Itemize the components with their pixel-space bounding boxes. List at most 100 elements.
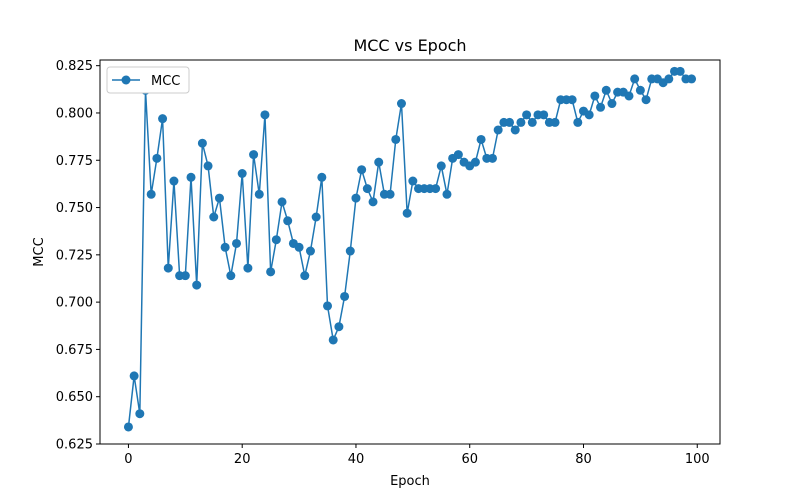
- data-point: [209, 212, 219, 222]
- data-point: [135, 409, 145, 419]
- data-point: [675, 66, 685, 76]
- data-point: [169, 176, 179, 186]
- data-point: [243, 263, 253, 273]
- data-point: [431, 184, 441, 194]
- data-point: [641, 95, 651, 105]
- y-tick-label: 0.650: [56, 390, 93, 405]
- y-tick-label: 0.700: [56, 296, 93, 311]
- data-point: [573, 117, 583, 127]
- legend-label: MCC: [151, 74, 180, 89]
- data-point: [527, 117, 537, 127]
- data-point: [254, 189, 264, 199]
- legend: MCC: [106, 66, 190, 94]
- data-point: [453, 150, 463, 160]
- data-point: [249, 150, 259, 160]
- data-point: [476, 134, 486, 144]
- data-point: [323, 301, 333, 311]
- data-point: [237, 169, 247, 178]
- data-point: [283, 216, 293, 226]
- data-point: [664, 74, 674, 84]
- data-point: [146, 189, 156, 199]
- data-point: [402, 208, 412, 218]
- data-point: [567, 95, 577, 105]
- data-point: [590, 91, 600, 101]
- data-point: [232, 238, 242, 248]
- x-tick-label: 60: [461, 452, 478, 467]
- data-point: [351, 193, 361, 203]
- data-point: [152, 153, 162, 163]
- data-point: [294, 242, 304, 252]
- legend-box: [106, 66, 190, 94]
- data-point: [220, 242, 230, 252]
- data-point: [271, 235, 281, 245]
- data-point: [345, 246, 355, 256]
- data-point: [396, 99, 406, 109]
- y-tick-label: 0.625: [56, 438, 93, 453]
- data-point: [510, 125, 520, 135]
- y-tick-label: 0.675: [56, 343, 93, 358]
- data-point: [607, 99, 617, 109]
- data-point: [197, 138, 207, 148]
- data-point: [596, 102, 606, 112]
- y-tick-label: 0.775: [56, 154, 93, 169]
- x-tick-label: 100: [685, 452, 710, 467]
- data-point: [357, 165, 367, 175]
- data-point: [584, 110, 594, 120]
- data-point: [305, 246, 315, 256]
- data-point: [436, 161, 446, 171]
- data-point: [266, 267, 276, 277]
- legend-marker: [121, 75, 131, 85]
- y-tick-label: 0.800: [56, 106, 93, 121]
- data-point: [192, 280, 202, 290]
- data-point: [203, 161, 213, 171]
- x-axis-label: Epoch: [390, 474, 430, 489]
- x-tick-label: 80: [575, 452, 592, 467]
- data-point: [391, 134, 401, 144]
- y-tick-label: 0.725: [56, 248, 93, 263]
- data-point: [362, 184, 372, 194]
- data-point: [470, 157, 480, 167]
- data-point: [311, 212, 321, 222]
- data-point: [687, 74, 697, 84]
- data-point: [408, 176, 418, 186]
- data-point: [317, 172, 327, 182]
- data-point: [123, 422, 133, 432]
- series-line-mcc: [127, 70, 692, 428]
- data-point: [539, 110, 549, 120]
- data-point: [493, 125, 503, 135]
- data-point: [180, 271, 190, 281]
- x-tick-label: 20: [234, 452, 251, 467]
- plot-frame: [99, 59, 721, 445]
- data-point: [328, 335, 338, 345]
- data-point: [163, 263, 173, 273]
- data-point: [550, 117, 560, 127]
- axis-ticks: 0 20 40 60 80 100 0.625 0.650 0.675 0.700 0.725 0.7…: [56, 59, 710, 467]
- data-point: [300, 271, 310, 281]
- data-point: [129, 371, 139, 381]
- x-tick-label: 40: [348, 452, 365, 467]
- data-point: [158, 114, 168, 124]
- data-point: [214, 193, 224, 203]
- data-point: [260, 110, 270, 120]
- data-point: [226, 271, 236, 281]
- y-tick-label: 0.825: [56, 59, 93, 74]
- data-point: [374, 157, 384, 167]
- data-point: [340, 291, 350, 301]
- data-point: [368, 197, 378, 207]
- x-tick-label: 0: [124, 452, 132, 467]
- data-point: [186, 172, 196, 182]
- data-point: [635, 85, 645, 95]
- data-point: [277, 197, 287, 207]
- data-point: [522, 110, 532, 120]
- data-point: [442, 189, 452, 199]
- data-point: [334, 322, 344, 332]
- data-point: [487, 153, 497, 163]
- data-point: [630, 74, 640, 84]
- series-layer: [123, 66, 697, 432]
- data-point: [385, 189, 395, 199]
- data-point: [505, 117, 515, 127]
- y-axis-label: MCC: [32, 237, 47, 266]
- chart-title: MCC vs Epoch: [353, 36, 466, 55]
- data-point: [601, 85, 611, 95]
